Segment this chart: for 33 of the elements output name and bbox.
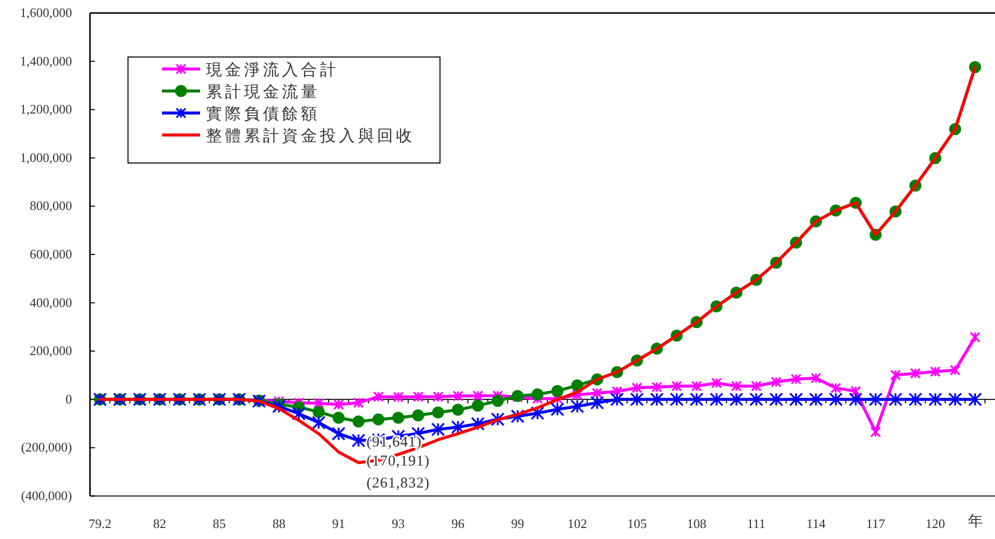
y-tick-label: 1,200,000 — [20, 102, 72, 117]
x-tick-label: 79.2 — [88, 516, 112, 531]
y-tick-label: 0 — [66, 391, 72, 406]
y-tick-label: 1,600,000 — [20, 5, 72, 20]
x-tick-label: 120 — [926, 516, 946, 531]
data-label: (261,832) — [366, 476, 430, 492]
y-tick-label: 1,400,000 — [20, 53, 72, 68]
x-tick-label: 99 — [511, 516, 524, 531]
x-tick-label: 88 — [272, 516, 286, 531]
x-tick-label: 93 — [392, 516, 405, 531]
x-tick-label: 91 — [332, 516, 346, 531]
y-tick-label: 800,000 — [30, 198, 72, 214]
x-tick-label: 114 — [806, 516, 826, 531]
y-tick-label: (200,000) — [21, 440, 72, 455]
y-tick-label: 400,000 — [30, 294, 72, 310]
x-tick-label: 117 — [866, 516, 886, 531]
x-tick-label: 102 — [568, 516, 588, 531]
x-tick-label: 82 — [153, 516, 166, 531]
legend-label: 累計現金流量 — [206, 82, 320, 101]
x-axis-title: 年 — [968, 513, 983, 530]
x-tick-label: 111 — [747, 516, 766, 531]
x-tick-label: 96 — [451, 516, 465, 531]
legend-label: 實際負債餘額 — [206, 104, 320, 123]
legend-label: 現金淨流入合計 — [206, 60, 339, 79]
y-tick-label: 1,000,000 — [20, 150, 72, 165]
legend-label: 整體累計資金投入與回收 — [206, 126, 415, 145]
y-tick-label: (400,000) — [21, 488, 72, 503]
x-tick-label: 105 — [627, 516, 647, 531]
y-tick-label: 200,000 — [30, 343, 72, 358]
data-label: (170,191) — [366, 454, 430, 470]
y-tick-label: 600,000 — [30, 246, 72, 262]
x-tick-label: 108 — [686, 516, 706, 531]
x-tick-label: 85 — [212, 516, 226, 531]
